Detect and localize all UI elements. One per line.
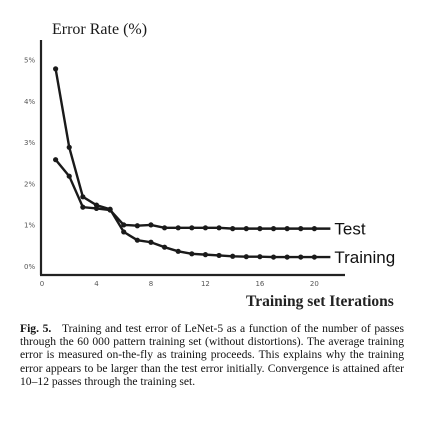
y-tick-label: 1% [24, 222, 35, 230]
test-data-point [175, 225, 181, 231]
test-series [53, 157, 331, 232]
caption-text: Training and test error of LeNet-5 as a … [20, 322, 404, 388]
y-tick-label: 4% [24, 98, 35, 106]
test-data-point [121, 222, 127, 228]
x-tick-label: 20 [310, 280, 319, 288]
training-data-point [66, 144, 72, 150]
y-tick-label: 0% [24, 263, 35, 271]
chart-title: Error Rate (%) [52, 21, 147, 38]
training-data-point [189, 251, 195, 257]
test-data-point [53, 157, 59, 163]
training-data-point [284, 254, 290, 260]
training-series [53, 66, 331, 260]
test-series-line [54, 158, 315, 230]
training-data-point [257, 254, 263, 260]
training-data-point [161, 244, 168, 250]
training-data-point [148, 239, 154, 245]
test-data-point [257, 226, 263, 232]
test-data-point [230, 226, 236, 232]
training-data-point [175, 248, 181, 254]
training-data-point [134, 237, 140, 243]
training-data-point [298, 254, 304, 260]
x-tick-label: 4 [94, 280, 99, 288]
y-tick-label: 3% [24, 139, 35, 147]
figure-caption: Fig. 5. Training and test error of LeNet… [20, 322, 404, 388]
x-tick-label: 12 [201, 280, 210, 288]
training-data-point [216, 252, 222, 259]
test-data-point [243, 226, 249, 232]
training-series-label: Training [334, 248, 395, 267]
training-data-point [107, 206, 113, 212]
y-tick-label: 5% [24, 57, 35, 65]
test-data-point [148, 222, 154, 228]
axis-ticks: 0 4 8 12 16 20 0% 1% 2% 3% 4% 5% [24, 57, 319, 288]
training-data-point [53, 66, 59, 72]
x-tick-label: 0 [40, 280, 44, 288]
series-labels: Test Training [334, 220, 395, 267]
training-data-point [230, 253, 236, 259]
y-tick-label: 2% [24, 180, 35, 188]
test-data-point [284, 226, 290, 232]
x-tick-label: 16 [255, 280, 264, 288]
training-data-point [80, 194, 86, 200]
test-data-point [298, 226, 304, 232]
training-data-point [121, 229, 127, 235]
series-layer [53, 66, 331, 260]
training-data-point [93, 202, 100, 208]
training-data-point [202, 252, 209, 258]
caption-label: Fig. 5. [20, 322, 52, 335]
test-data-point [202, 225, 209, 231]
training-data-point [243, 254, 249, 260]
test-data-point [66, 173, 72, 179]
test-series-label: Test [334, 220, 365, 239]
test-data-point [270, 226, 277, 232]
x-tick-label: 8 [149, 280, 153, 288]
chart-axes [39, 40, 345, 277]
test-data-point [80, 204, 86, 210]
x-axis-label: Training set Iterations [246, 293, 394, 310]
training-data-point [270, 254, 277, 260]
test-data-point [189, 225, 195, 231]
test-data-point [134, 223, 140, 229]
test-data-point [216, 225, 222, 231]
test-data-point [161, 225, 168, 231]
